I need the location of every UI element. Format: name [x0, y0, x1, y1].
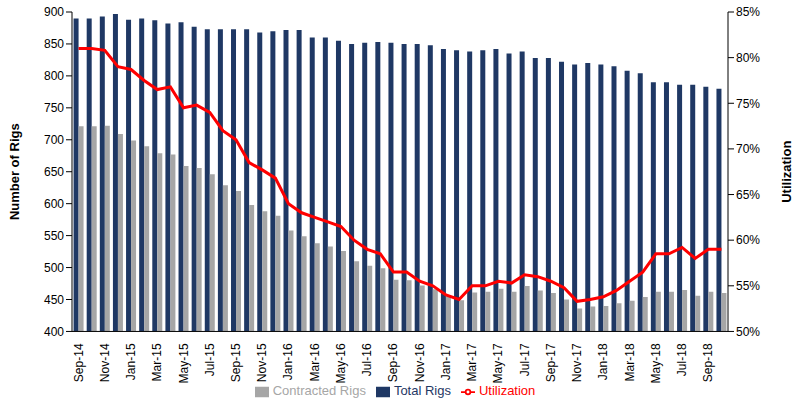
svg-text:400: 400: [44, 325, 64, 339]
svg-text:500: 500: [44, 261, 64, 275]
html-text:Total Rigs: Total Rigs: [393, 383, 451, 399]
svg-text:850: 850: [44, 37, 64, 51]
svg-text:Mar-15: Mar-15: [150, 343, 164, 381]
svg-text:Mar-16: Mar-16: [308, 343, 322, 381]
svg-text:600: 600: [44, 197, 64, 211]
svg-text:Nov-15: Nov-15: [255, 343, 269, 382]
svg-text:750: 750: [44, 101, 64, 115]
svg-text:85%: 85%: [736, 5, 760, 19]
svg-text:Jul-18: Jul-18: [675, 343, 689, 376]
svg-text:Number of Rigs: Number of Rigs: [8, 123, 22, 220]
svg-text:650: 650: [44, 165, 64, 179]
svg-text:Sep-17: Sep-17: [544, 343, 558, 382]
svg-text:May-18: May-18: [649, 343, 663, 383]
svg-text:450: 450: [44, 293, 64, 307]
svg-text:50%: 50%: [736, 325, 760, 339]
svg-text:Utilization: Utilization: [779, 141, 792, 203]
svg-text:Jul-17: Jul-17: [518, 343, 532, 376]
svg-text:Jan-15: Jan-15: [124, 343, 138, 380]
svg-text:May-16: May-16: [334, 343, 348, 383]
svg-text:Jan-18: Jan-18: [596, 343, 610, 380]
svg-text:800: 800: [44, 69, 64, 83]
svg-text:Jan-16: Jan-16: [281, 343, 295, 380]
svg-text:Sep-15: Sep-15: [229, 343, 243, 382]
svg-text:Nov-16: Nov-16: [413, 343, 427, 382]
svg-text:70%: 70%: [736, 142, 760, 156]
html-text:Contracted Rigs: Contracted Rigs: [272, 383, 366, 399]
svg-text:May-15: May-15: [177, 343, 191, 383]
svg-text:Jul-16: Jul-16: [360, 343, 374, 376]
svg-text:60%: 60%: [736, 233, 760, 247]
svg-text:Mar-17: Mar-17: [465, 343, 479, 381]
html-text:Utilization: Utilization: [479, 383, 536, 399]
svg-text:Sep-14: Sep-14: [72, 343, 86, 382]
svg-text:May-17: May-17: [491, 343, 505, 383]
svg-text:Mar-18: Mar-18: [623, 343, 637, 381]
svg-text:Nov-14: Nov-14: [98, 343, 112, 382]
svg-text:900: 900: [44, 5, 64, 19]
svg-text:Nov-17: Nov-17: [570, 343, 584, 382]
svg-text:55%: 55%: [736, 279, 760, 293]
svg-text:Jul-15: Jul-15: [203, 343, 217, 376]
svg-text:75%: 75%: [736, 97, 760, 111]
svg-text:80%: 80%: [736, 51, 760, 65]
svg-text:700: 700: [44, 133, 64, 147]
svg-text:Sep-16: Sep-16: [386, 343, 400, 382]
svg-text:550: 550: [44, 229, 64, 243]
svg-text:65%: 65%: [736, 188, 760, 202]
svg-text:Jan-17: Jan-17: [439, 343, 453, 380]
svg-text:Sep-18: Sep-18: [701, 343, 715, 382]
